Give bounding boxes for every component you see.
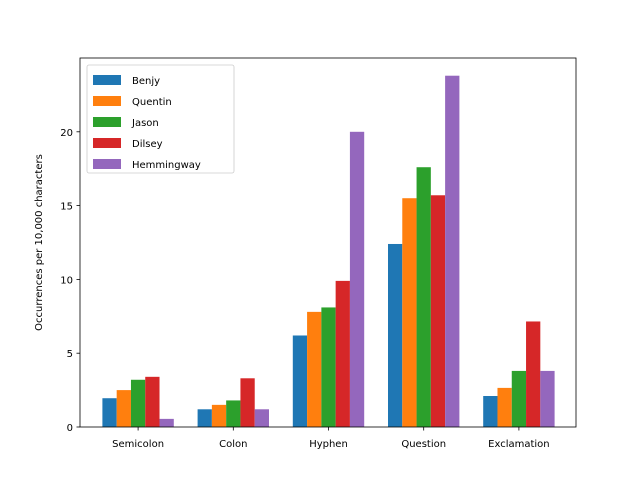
x-tick-label: Hyphen xyxy=(309,439,348,450)
x-ticks: Semicolon Colon Hyphen Question Exclamation xyxy=(112,427,550,450)
bar-jason-question xyxy=(416,167,431,427)
y-tick-label: 10 xyxy=(60,275,73,286)
bar-quentin-semicolon xyxy=(116,390,131,427)
y-tick-label: 15 xyxy=(60,202,73,213)
bar-benjy-hyphen xyxy=(292,335,308,427)
bar-hemmingway-exclamation xyxy=(540,370,555,427)
y-tick-label: 20 xyxy=(60,128,73,139)
bar-benjy-semicolon xyxy=(102,398,117,427)
bar-dilsey-exclamation xyxy=(526,321,541,427)
bar-dilsey-hyphen xyxy=(335,280,350,427)
bar-hemmingway-colon xyxy=(254,409,269,427)
bar-dilsey-semicolon xyxy=(145,376,160,427)
bar-hemmingway-question xyxy=(445,75,460,428)
bar-dilsey-question xyxy=(430,195,446,427)
x-tick-label: Colon xyxy=(219,439,247,450)
bar-jason-exclamation xyxy=(511,370,527,427)
axes-frame xyxy=(79,57,577,428)
bar-jason-colon xyxy=(226,400,241,427)
bar-jason-hyphen xyxy=(321,307,336,427)
y-tick-label: 0 xyxy=(67,423,73,434)
x-tick-label: Exclamation xyxy=(488,439,550,450)
bar-quentin-colon xyxy=(211,404,227,427)
legend-swatch-hemmingway xyxy=(93,159,121,169)
bar-quentin-hyphen xyxy=(307,311,322,427)
legend-swatch-jason xyxy=(93,117,121,127)
legend-label-dilsey: Dilsey xyxy=(132,139,163,150)
legend-label-quentin: Quentin xyxy=(132,97,172,108)
bar-quentin-question xyxy=(402,198,417,427)
legend-swatch-benjy xyxy=(93,75,121,85)
bar-dilsey-colon xyxy=(240,378,255,427)
x-tick-label: Semicolon xyxy=(112,439,164,450)
legend-label-benjy: Benjy xyxy=(132,76,160,87)
y-ticks: 0 5 10 15 20 xyxy=(60,128,80,434)
legend-label-hemmingway: Hemmingway xyxy=(132,160,201,171)
bars-group xyxy=(102,75,555,428)
bar-benjy-colon xyxy=(197,409,212,427)
bar-hemmingway-semicolon xyxy=(159,418,174,427)
y-axis-label: Occurrences per 10,000 characters xyxy=(34,154,45,331)
legend-label-jason: Jason xyxy=(131,118,159,129)
y-tick-label: 5 xyxy=(67,349,73,360)
legend-swatch-dilsey xyxy=(93,138,121,148)
bar-quentin-exclamation xyxy=(497,387,512,427)
bar-benjy-question xyxy=(388,243,403,427)
bar-benjy-exclamation xyxy=(483,396,498,427)
bar-hemmingway-hyphen xyxy=(349,131,365,428)
legend: Benjy Quentin Jason Dilsey Hemmingway xyxy=(86,64,235,174)
legend-swatch-quentin xyxy=(93,96,121,106)
x-tick-label: Question xyxy=(401,439,446,450)
bar-jason-semicolon xyxy=(130,379,146,427)
legend-box xyxy=(86,64,235,174)
